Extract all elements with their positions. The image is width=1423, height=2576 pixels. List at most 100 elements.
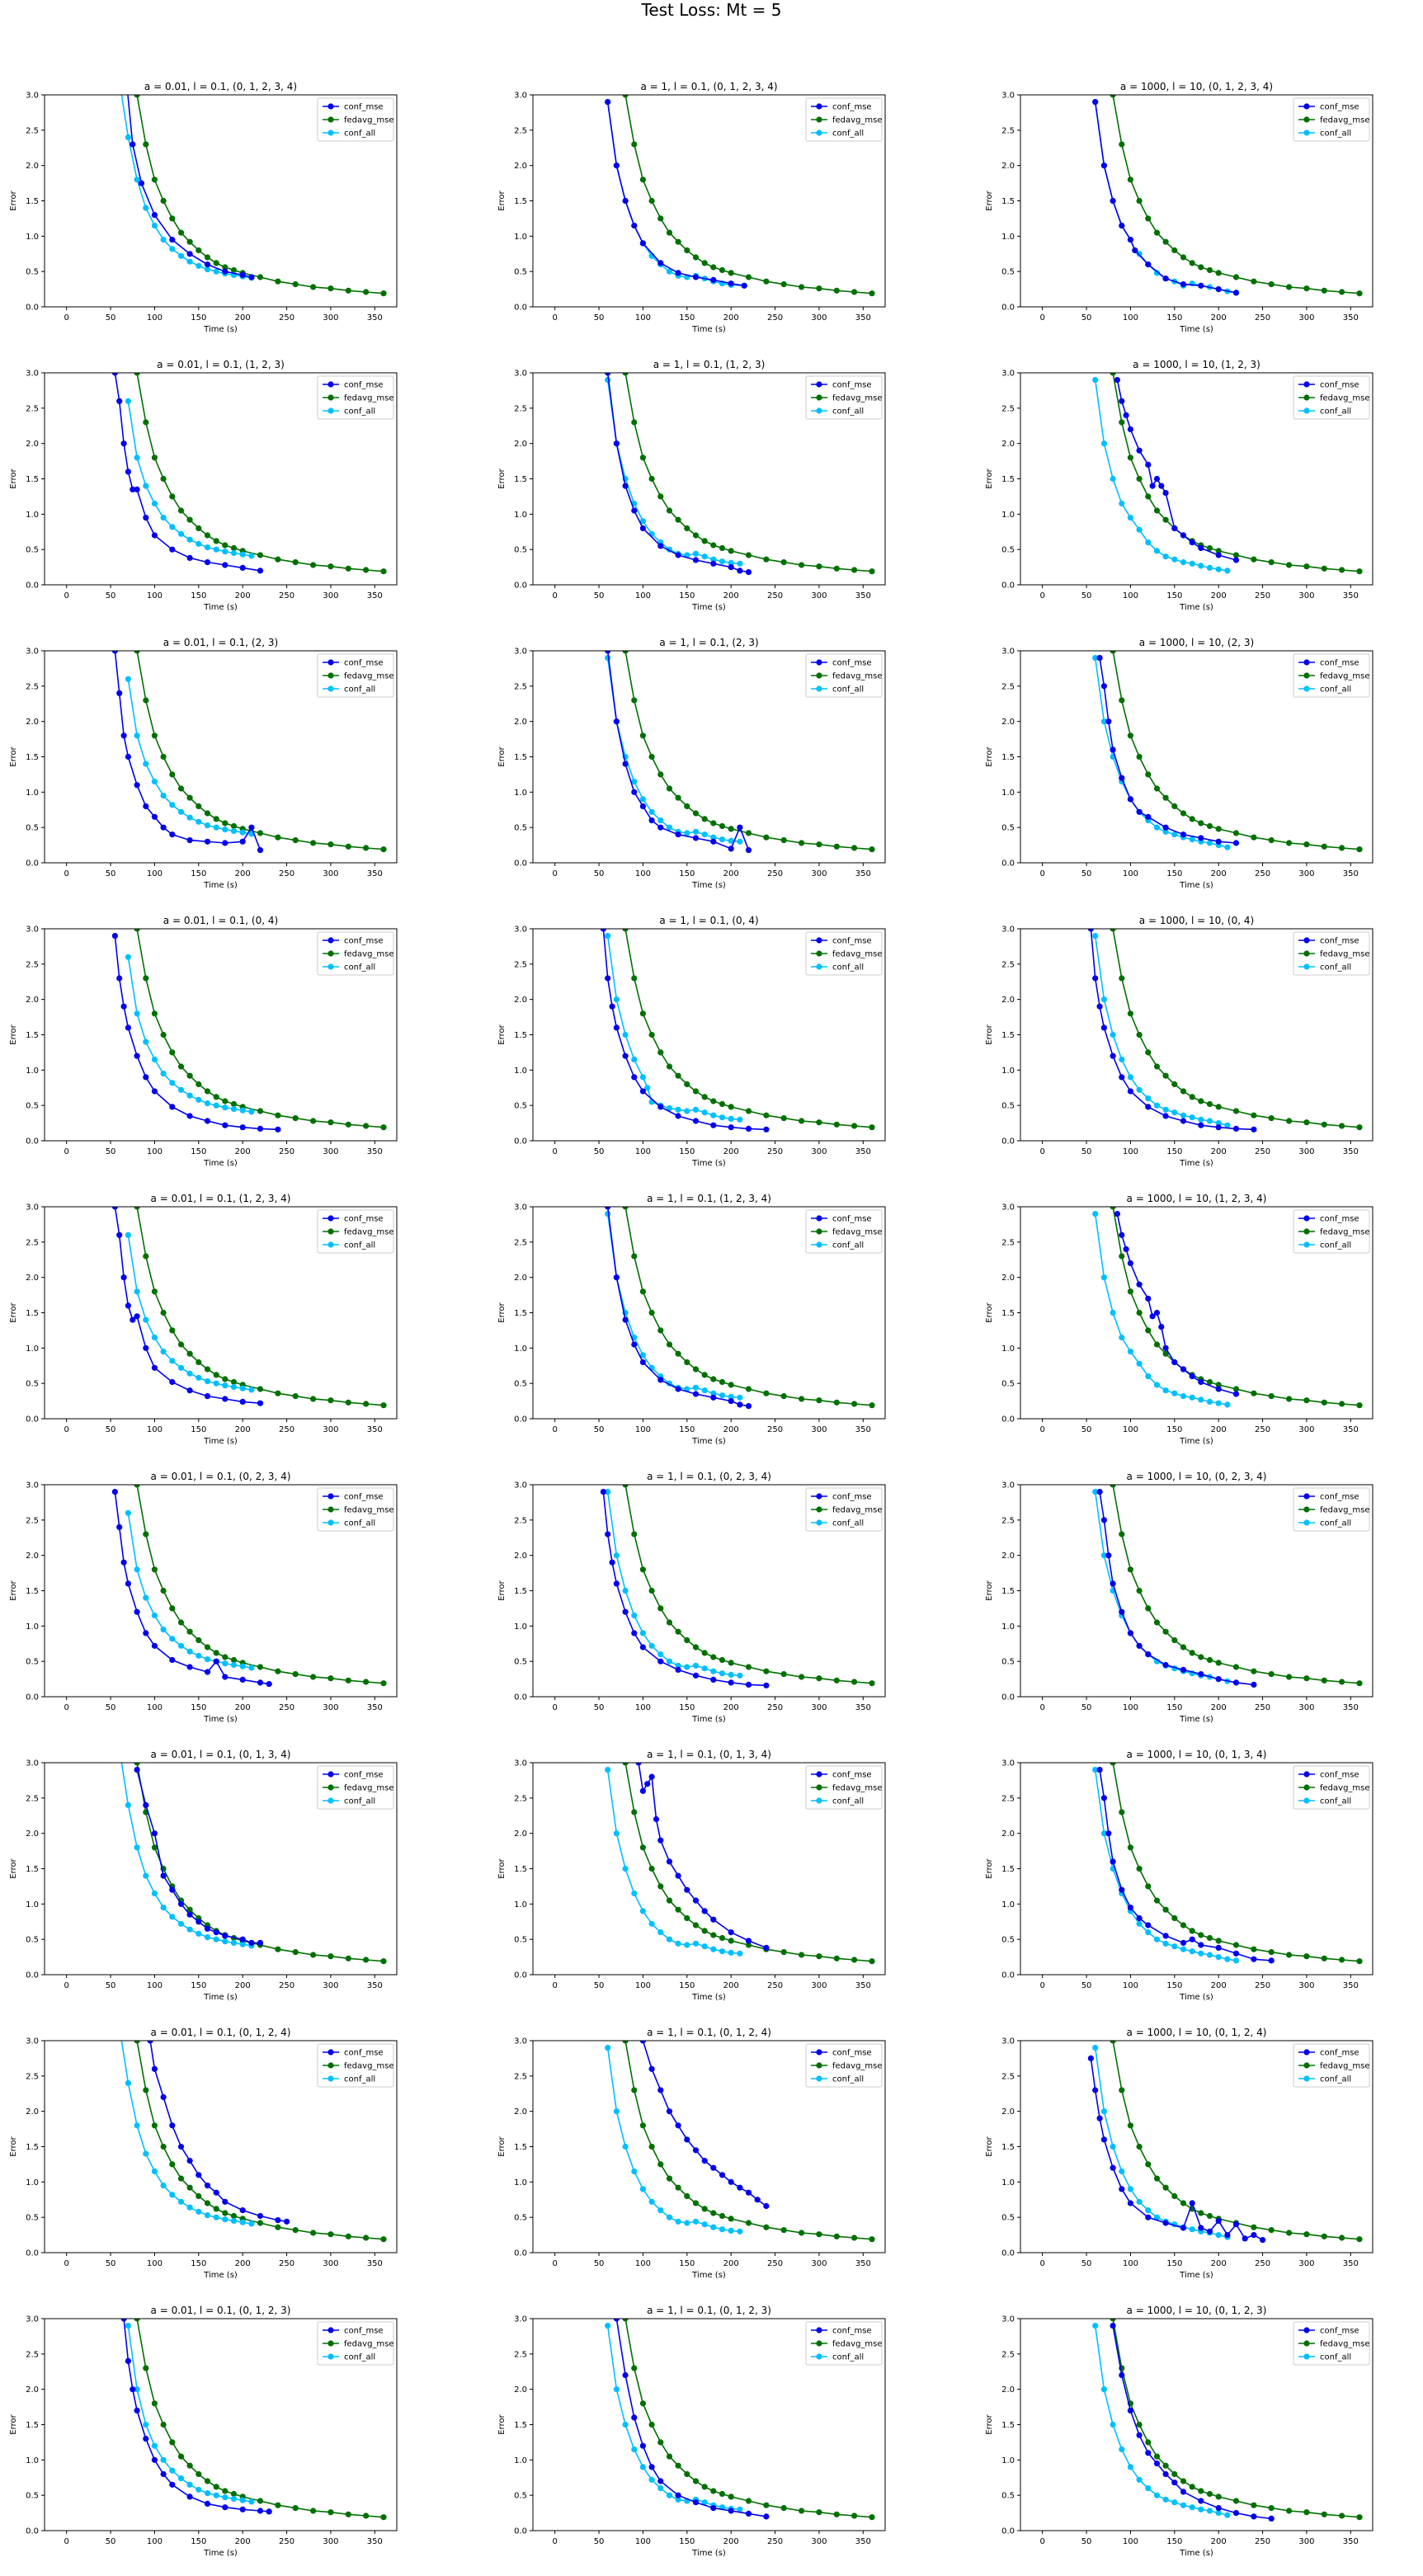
data-point-conf_all — [169, 2192, 176, 2198]
legend-swatch-marker — [327, 381, 334, 388]
data-point-conf_all — [710, 1390, 717, 1396]
x-tick-label: 200 — [235, 1425, 251, 1434]
data-point-conf_mse — [116, 975, 123, 982]
data-point-fedavg_mse — [222, 2488, 229, 2494]
data-point-conf_all — [1127, 2464, 1133, 2470]
data-point-conf_mse — [605, 1207, 611, 1210]
data-point-fedavg_mse — [134, 2041, 140, 2044]
legend-box — [317, 375, 394, 420]
data-point-conf_all — [177, 1364, 185, 1371]
y-axis-label: Error — [9, 468, 18, 488]
data-point-fedavg_mse — [1153, 1063, 1161, 1070]
subplot-title: a = 1, l = 0.1, (0, 1, 3, 4) — [647, 1749, 771, 1760]
data-point-conf_all — [230, 1383, 238, 1391]
series-group — [120, 95, 387, 297]
data-point-conf_all — [222, 1938, 229, 1945]
data-point-fedavg_mse — [780, 2227, 787, 2234]
x-tick-label: 100 — [1123, 1981, 1138, 1990]
data-point-conf_mse — [143, 1801, 149, 1808]
x-tick-label: 100 — [147, 313, 163, 323]
data-point-conf_all — [1180, 559, 1187, 566]
data-point-fedavg_mse — [816, 1119, 822, 1126]
data-point-fedavg_mse — [1303, 1397, 1310, 1404]
data-point-conf_all — [160, 515, 167, 521]
y-tick-label: 0.0 — [26, 304, 39, 313]
data-point-conf_all — [213, 546, 219, 553]
data-point-fedavg_mse — [292, 559, 299, 566]
x-axis-label: Time (s) — [203, 1715, 238, 1724]
series-group — [605, 95, 875, 297]
y-axis-label: Error — [9, 190, 18, 210]
data-point-conf_mse — [613, 162, 620, 169]
data-point-conf_mse — [125, 1024, 131, 1031]
x-tick-label: 150 — [1166, 591, 1182, 600]
series-group — [1092, 373, 1363, 575]
legend-box — [805, 2043, 883, 2088]
x-tick-label: 350 — [1343, 2537, 1359, 2546]
data-point-conf_all — [196, 2486, 202, 2493]
x-tick-label: 50 — [1081, 1147, 1092, 1156]
legend-label: fedavg_mse — [1320, 1506, 1370, 1515]
data-point-fedavg_mse — [622, 929, 629, 932]
data-point-conf_all — [134, 1010, 140, 1017]
x-axis-label: Time (s) — [203, 2271, 238, 2280]
x-tick-label: 0 — [553, 1981, 558, 1990]
data-point-fedavg_mse — [1321, 843, 1327, 850]
data-point-fedavg_mse — [631, 419, 638, 426]
data-point-conf_mse — [204, 559, 211, 566]
data-point-fedavg_mse — [1127, 454, 1133, 461]
legend-swatch-marker — [1303, 1493, 1310, 1500]
data-point-fedavg_mse — [1198, 1932, 1204, 1938]
plot-frame — [44, 2040, 398, 2253]
y-tick-label: 3.0 — [514, 1481, 527, 1491]
data-point-fedavg_mse — [186, 2184, 193, 2191]
x-tick-label: 50 — [594, 313, 605, 323]
data-point-fedavg_mse — [345, 1955, 351, 1961]
data-point-fedavg_mse — [292, 1671, 299, 1678]
data-point-conf_mse — [213, 2189, 219, 2196]
legend-label: fedavg_mse — [344, 2340, 394, 2349]
x-tick-label: 250 — [279, 313, 294, 323]
y-tick-label: 2.0 — [1001, 996, 1015, 1005]
data-point-conf_mse — [257, 2212, 264, 2220]
data-point-conf_mse — [622, 1053, 629, 1059]
data-point-fedavg_mse — [1110, 1763, 1116, 1766]
y-tick-label: 3.0 — [514, 1759, 527, 1768]
data-point-conf_all — [692, 1940, 700, 1947]
y-tick-label: 0.0 — [1001, 582, 1015, 591]
data-point-fedavg_mse — [780, 281, 787, 288]
x-tick-label: 50 — [594, 591, 605, 600]
data-point-conf_mse — [134, 1313, 140, 1320]
plot-frame — [532, 650, 886, 864]
x-tick-label: 150 — [679, 1147, 695, 1156]
legend-swatch-marker — [327, 950, 334, 957]
data-point-conf_mse — [1092, 99, 1099, 106]
legend-label: conf_all — [832, 407, 864, 417]
x-tick-label: 100 — [1123, 1147, 1138, 1156]
data-point-conf_mse — [1198, 835, 1204, 841]
data-point-conf_mse — [745, 1403, 752, 1410]
data-point-fedavg_mse — [675, 2462, 681, 2469]
y-tick-label: 3.0 — [1001, 92, 1015, 101]
legend-swatch-marker — [1303, 1797, 1310, 1804]
data-point-fedavg_mse — [666, 1897, 673, 1904]
x-tick-label: 250 — [279, 591, 294, 600]
y-tick-label: 3.0 — [514, 2037, 527, 2046]
data-point-conf_mse — [239, 2207, 246, 2214]
x-tick-label: 250 — [767, 591, 783, 600]
data-point-conf_all — [196, 2208, 202, 2215]
data-point-conf_all — [1100, 1830, 1107, 1837]
subplot-title: a = 1, l = 0.1, (0, 1, 2, 4) — [647, 2027, 771, 2038]
subplot-title: a = 0.01, l = 0.1, (0, 1, 2, 3) — [151, 2305, 291, 2316]
data-point-fedavg_mse — [631, 1809, 638, 1815]
data-point-fedavg_mse — [1303, 2509, 1310, 2516]
legend-label: conf_all — [344, 685, 375, 695]
x-tick-label: 350 — [855, 869, 871, 878]
x-tick-label: 300 — [811, 1425, 827, 1434]
y-tick-label: 0.5 — [26, 1380, 39, 1389]
data-point-conf_mse — [728, 1398, 734, 1405]
x-tick-label: 100 — [635, 869, 651, 878]
